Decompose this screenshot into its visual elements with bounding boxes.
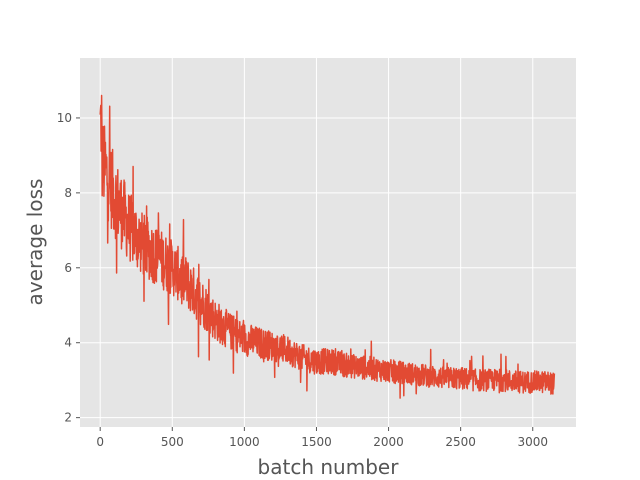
x-axis-ticks: 0 500 1000 1500 2000 2500 3000 (96, 427, 548, 449)
y-tick-label: 4 (64, 336, 72, 350)
x-tick-label: 1500 (301, 435, 332, 449)
x-tick-label: 500 (161, 435, 184, 449)
y-axis-label: average loss (23, 179, 47, 306)
y-tick-label: 2 (64, 411, 72, 425)
y-tick-label: 10 (57, 111, 72, 125)
y-tick-label: 6 (64, 261, 72, 275)
x-tick-label: 2500 (445, 435, 476, 449)
loss-line (99, 94, 556, 399)
x-tick-label: 1000 (229, 435, 260, 449)
y-tick-label: 8 (64, 186, 72, 200)
y-axis-ticks: 2 4 6 8 10 (57, 111, 80, 425)
x-tick-label: 2000 (373, 435, 404, 449)
series-group (99, 94, 556, 399)
x-tick-label: 3000 (517, 435, 548, 449)
x-tick-label: 0 (96, 435, 104, 449)
x-axis-label: batch number (258, 455, 400, 479)
grid-lines (80, 58, 576, 427)
